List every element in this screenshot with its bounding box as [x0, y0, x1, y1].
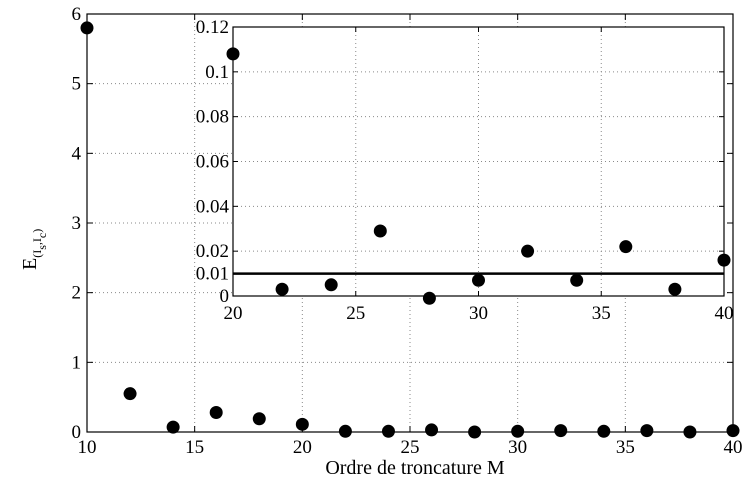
x-axis-label: Ordre de troncature M: [325, 457, 505, 479]
main-y-tick-label: 1: [72, 352, 82, 373]
y-axis-label-sub-c: c: [35, 233, 49, 238]
main-y-tick-label: 2: [72, 283, 82, 304]
y-axis-label-sub-s: s: [35, 245, 49, 250]
main-data-point: [381, 424, 395, 438]
main-x-tick-label: 15: [185, 437, 204, 458]
inset-x-tick-label: 35: [592, 303, 611, 324]
inset-data-point: [668, 282, 682, 296]
inset-tick-labels: 20 25 30 35 40 00.010.02 0.04 0.06 0.08 0.1 0.12: [196, 17, 734, 324]
main-data-point: [338, 424, 352, 438]
inset-axes: [232, 26, 725, 297]
inset-data-point: [717, 253, 731, 267]
main-y-tick-label: 3: [72, 213, 82, 234]
inset-x-tick-label: 25: [346, 303, 365, 324]
main-tick-labels: 10 15 20 25 30 35 40 0 1 2 3 4 5 6: [72, 4, 743, 458]
inset-y-tick-label: 0.06: [196, 152, 229, 173]
main-data-point: [726, 424, 740, 438]
inset-x-tick-label: 20: [224, 303, 243, 324]
main-data-point: [425, 423, 439, 437]
main-data-point: [123, 387, 137, 401]
main-data-point: [640, 424, 654, 438]
main-data-point: [209, 405, 223, 419]
inset-x-tick-label: 40: [715, 303, 734, 324]
y-axis-label-sub-close: ): [30, 229, 44, 233]
main-y-tick-label: 5: [72, 74, 82, 95]
main-data-point: [252, 412, 266, 426]
main-x-tick-label: 40: [724, 437, 743, 458]
inset-data-point: [226, 47, 240, 61]
inset-y-tick-label: 0.12: [196, 17, 229, 38]
main-points: [80, 21, 740, 439]
y-axis-label-sub-mid: ,I: [30, 238, 44, 245]
inset-y-tick-label: 0.04: [196, 196, 230, 217]
main-data-point: [295, 417, 309, 431]
main-data-point: [683, 425, 697, 439]
main-data-point: [511, 424, 525, 438]
inset-y-tick-label: 0: [220, 286, 230, 307]
main-x-tick-label: 10: [78, 437, 97, 458]
main-data-point: [166, 420, 180, 434]
inset-points: [226, 47, 731, 305]
inset-data-point: [324, 278, 338, 292]
inset-x-tick-label: 30: [469, 303, 488, 324]
main-x-tick-label: 35: [616, 437, 635, 458]
inset-data-point: [472, 273, 485, 287]
main-y-tick-label: 0: [72, 422, 82, 443]
inset-data-point: [521, 244, 535, 258]
inset-data-point: [570, 273, 584, 287]
main-data-point: [597, 424, 611, 438]
inset-y-tick-label: 0.01: [196, 264, 229, 285]
inset-data-point: [275, 282, 289, 296]
main-y-tick-label: 6: [72, 4, 82, 25]
inset-data-point: [373, 224, 387, 238]
main-x-tick-label: 25: [401, 437, 420, 458]
inset-y-tick-label: 0.02: [196, 241, 229, 262]
main-x-tick-label: 20: [293, 437, 312, 458]
main-y-tick-label: 4: [72, 143, 82, 164]
main-data-point: [468, 425, 482, 439]
inset-y-tick-label: 0.08: [196, 107, 229, 128]
main-data-point: [554, 424, 568, 438]
inset-data-point: [422, 291, 436, 305]
main-x-tick-label: 30: [508, 437, 527, 458]
main-data-point: [80, 21, 94, 35]
y-axis-label-sub-open: (I: [30, 250, 44, 258]
inset-data-point: [619, 240, 633, 254]
y-axis-label-base: E: [19, 258, 41, 270]
inset-y-tick-label: 0.1: [205, 62, 229, 83]
y-axis-label: E(Is,Ic): [19, 229, 49, 270]
